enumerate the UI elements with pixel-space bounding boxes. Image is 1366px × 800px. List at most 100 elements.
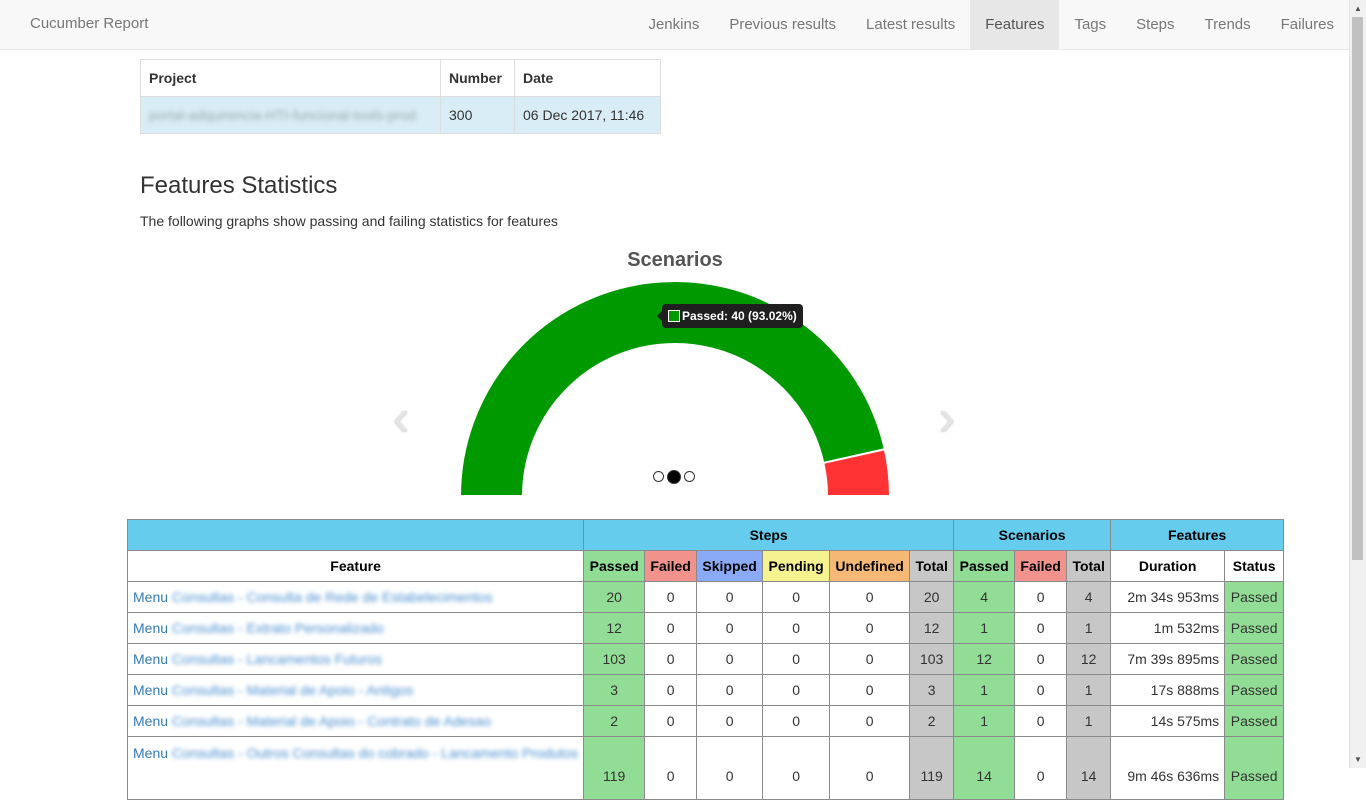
carousel-next-button[interactable]: › xyxy=(938,389,956,445)
steps-failed-cell: 0 xyxy=(644,612,698,644)
feature-link[interactable]: Menu Consultas - Material de Apoio - Ant… xyxy=(133,682,413,698)
scenarios-failed-cell: 0 xyxy=(1014,736,1068,800)
group-empty xyxy=(126,519,585,551)
steps-total-cell: 2 xyxy=(909,705,955,737)
carousel-dot[interactable] xyxy=(684,471,695,482)
build-date-value: 06 Dec 2017, 11:46 xyxy=(514,96,661,134)
project-header: Project xyxy=(140,59,441,97)
feature-cell: Menu Consultas - Consulta de Rede de Est… xyxy=(126,581,585,613)
steps-skipped-cell: 0 xyxy=(696,643,764,675)
table-row: Menu Consultas - Material de Apoio - Ant… xyxy=(126,674,1285,706)
scenarios-failed-cell: 0 xyxy=(1014,705,1068,737)
feature-link[interactable]: Menu Consultas - Outros Consultas do cob… xyxy=(133,745,578,761)
nav-item-tags[interactable]: Tags xyxy=(1074,16,1107,33)
scenarios-failed-cell: 0 xyxy=(1014,581,1068,613)
scenarios-passed-cell: 1 xyxy=(953,705,1016,737)
duration-cell: 14s 575ms xyxy=(1110,705,1226,737)
steps-skipped-cell: 0 xyxy=(696,612,764,644)
steps-passed-cell: 2 xyxy=(583,705,646,737)
feature-link[interactable]: Menu Consultas - Lancamentos Futuros xyxy=(133,651,382,667)
tooltip-swatch xyxy=(668,310,680,322)
nav-item-latest-results[interactable]: Latest results xyxy=(866,16,956,33)
col-feature[interactable]: Feature xyxy=(126,550,585,582)
build-number-value: 300 xyxy=(440,96,515,134)
feature-cell: Menu Consultas - Extrato Personalizado xyxy=(126,612,585,644)
duration-cell: 1m 532ms xyxy=(1110,612,1226,644)
steps-passed-cell: 3 xyxy=(583,674,646,706)
page-title: Features Statistics xyxy=(140,172,338,199)
col-steps-undefined[interactable]: Undefined xyxy=(829,550,911,582)
steps-total-cell: 12 xyxy=(909,612,955,644)
feature-prefix: Menu xyxy=(133,589,169,605)
feature-name: Consultas - Material de Apoio - Antigos xyxy=(171,682,414,698)
scenarios-failed-cell: 0 xyxy=(1014,643,1068,675)
steps-passed-cell: 12 xyxy=(583,612,646,644)
feature-stats-table: Steps Scenarios Features Feature Passed … xyxy=(126,519,1285,800)
feature-link[interactable]: Menu Consultas - Material de Apoio - Con… xyxy=(133,713,491,729)
feature-name: Consultas - Extrato Personalizado xyxy=(171,620,384,636)
steps-pending-cell: 0 xyxy=(762,705,831,737)
col-status[interactable]: Status xyxy=(1224,550,1285,582)
col-steps-passed[interactable]: Passed xyxy=(583,550,646,582)
col-duration[interactable]: Duration xyxy=(1110,550,1226,582)
feature-cell: Menu Consultas - Outros Consultas do cob… xyxy=(126,736,585,800)
steps-failed-cell: 0 xyxy=(644,643,698,675)
project-value: portal-adquirencia-HTI-funcional-tools-p… xyxy=(140,96,441,134)
carousel-dot-active[interactable] xyxy=(667,470,681,484)
carousel-dot[interactable] xyxy=(653,471,664,482)
scroll-down-arrow-icon[interactable]: ▼ xyxy=(1354,755,1362,764)
steps-pending-cell: 0 xyxy=(762,581,831,613)
feature-link[interactable]: Menu Consultas - Extrato Personalizado xyxy=(133,620,384,636)
col-steps-skipped[interactable]: Skipped xyxy=(696,550,764,582)
steps-skipped-cell: 0 xyxy=(696,705,764,737)
scenarios-total-cell: 14 xyxy=(1066,736,1112,800)
brand-title[interactable]: Cucumber Report xyxy=(30,15,149,32)
top-navbar: Cucumber Report Jenkins Previous results… xyxy=(0,0,1350,50)
col-steps-total[interactable]: Total xyxy=(909,550,955,582)
col-steps-pending[interactable]: Pending xyxy=(762,550,831,582)
col-scenarios-passed[interactable]: Passed xyxy=(953,550,1016,582)
steps-pending-cell: 0 xyxy=(762,674,831,706)
table-row: Menu Consultas - Consulta de Rede de Est… xyxy=(126,581,1285,613)
steps-passed-cell: 20 xyxy=(583,581,646,613)
slice-passed[interactable] xyxy=(458,280,887,497)
col-scenarios-total[interactable]: Total xyxy=(1066,550,1112,582)
scrollbar-thumb[interactable] xyxy=(1352,17,1363,560)
duration-cell: 17s 888ms xyxy=(1110,674,1226,706)
carousel-prev-button[interactable]: ‹ xyxy=(392,389,410,445)
nav-item-previous-results[interactable]: Previous results xyxy=(729,16,837,33)
scenarios-total-cell: 12 xyxy=(1066,643,1112,675)
steps-undefined-cell: 0 xyxy=(829,705,911,737)
nav-item-trends[interactable]: Trends xyxy=(1204,16,1251,33)
scroll-up-arrow-icon[interactable]: ▲ xyxy=(1354,4,1362,13)
col-scenarios-failed[interactable]: Failed xyxy=(1014,550,1068,582)
feature-prefix: Menu xyxy=(133,620,169,636)
steps-skipped-cell: 0 xyxy=(696,736,764,800)
feature-name: Consultas - Outros Consultas do cobrado … xyxy=(171,745,579,761)
slice-failed[interactable] xyxy=(822,448,892,497)
steps-failed-cell: 0 xyxy=(644,705,698,737)
nav-item-features[interactable]: Features xyxy=(970,0,1060,49)
steps-pending-cell: 0 xyxy=(762,736,831,800)
scenarios-passed-cell: 12 xyxy=(953,643,1016,675)
group-steps: Steps xyxy=(583,519,955,551)
feature-link[interactable]: Menu Consultas - Consulta de Rede de Est… xyxy=(133,589,493,605)
feature-name: Consultas - Material de Apoio - Contrato… xyxy=(171,713,491,729)
nav-item-jenkins[interactable]: Jenkins xyxy=(648,16,700,33)
number-header: Number xyxy=(440,59,515,97)
steps-failed-cell: 0 xyxy=(644,581,698,613)
steps-undefined-cell: 0 xyxy=(829,674,911,706)
group-features: Features xyxy=(1110,519,1285,551)
table-row: Menu Consultas - Extrato Personalizado 12… xyxy=(126,612,1285,644)
steps-skipped-cell: 0 xyxy=(696,674,764,706)
nav-item-steps[interactable]: Steps xyxy=(1136,16,1175,33)
nav-item-failures[interactable]: Failures xyxy=(1280,16,1334,33)
steps-pending-cell: 0 xyxy=(762,612,831,644)
scenarios-passed-cell: 4 xyxy=(953,581,1016,613)
vertical-scrollbar[interactable]: ▲ ▼ xyxy=(1349,0,1366,768)
steps-undefined-cell: 0 xyxy=(829,736,911,800)
feature-name: Consultas - Lancamentos Futuros xyxy=(171,651,383,667)
steps-skipped-cell: 0 xyxy=(696,581,764,613)
steps-total-cell: 20 xyxy=(909,581,955,613)
col-steps-failed[interactable]: Failed xyxy=(644,550,698,582)
